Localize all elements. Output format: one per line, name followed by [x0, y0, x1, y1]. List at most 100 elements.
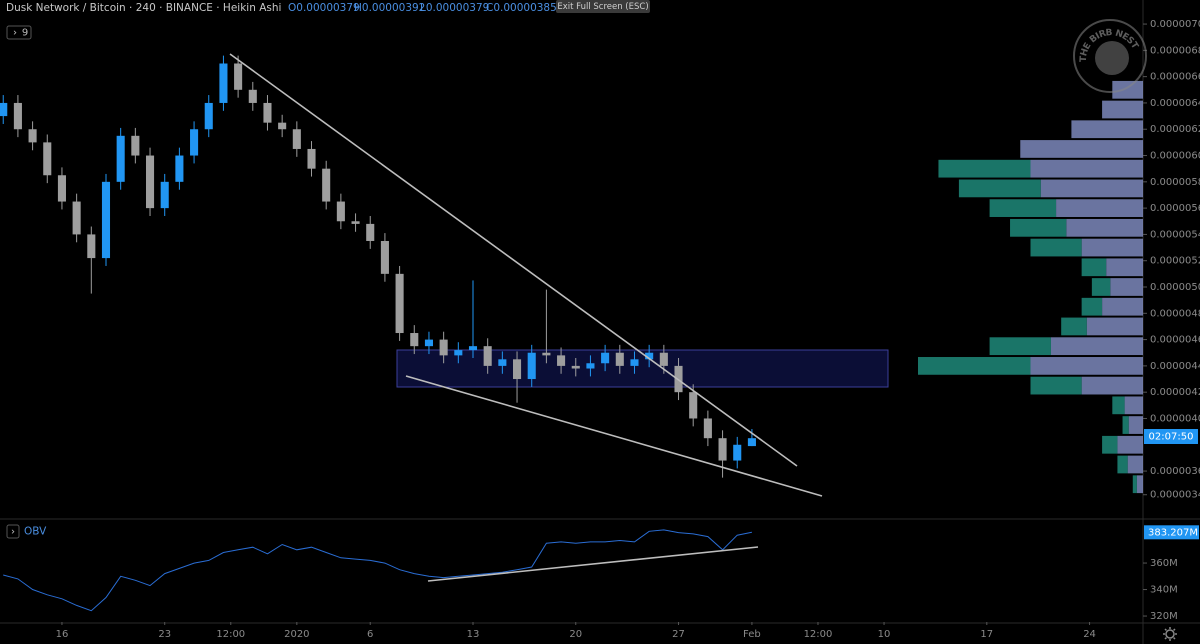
candle-body — [483, 346, 492, 366]
indicator-count[interactable]: 9 — [22, 28, 28, 39]
profile-up — [1102, 100, 1143, 119]
profile-down — [918, 357, 1031, 375]
axes: 0.00000700 0.00000680 0.00000660 0.00000640… — [56, 19, 1200, 640]
obv-toggle[interactable] — [6, 524, 20, 539]
y-tick-label: 0.00000560 — [1150, 203, 1200, 214]
candle-body — [28, 129, 37, 143]
y-tick-label: 0.00000420 — [1150, 387, 1200, 398]
profile-up — [1136, 475, 1143, 494]
candle-body — [248, 89, 257, 103]
x-tick-label: 24 — [1083, 629, 1096, 640]
candle-body — [351, 221, 360, 224]
y-tick-label: 0.00000580 — [1150, 177, 1200, 188]
profile-up — [1112, 80, 1143, 99]
ohlc-close: C0.00000385 — [486, 2, 557, 14]
profile-down — [1102, 435, 1118, 454]
y-tick-label: 0.00000440 — [1150, 361, 1200, 372]
x-tick-label: 17 — [980, 629, 993, 640]
x-tick-label: 12:00 — [216, 629, 245, 640]
profile-up — [1110, 278, 1143, 296]
y-tick-label: 0.00000480 — [1150, 308, 1200, 319]
candle-body — [87, 234, 96, 259]
profile-up — [1081, 376, 1143, 395]
candle-body — [57, 175, 66, 202]
ohlc-low: L0.00000379 — [420, 2, 489, 14]
obv-trend-line — [427, 546, 759, 582]
profile-up — [1030, 159, 1143, 178]
x-tick-label: 16 — [56, 629, 69, 640]
candle-body — [219, 63, 228, 103]
x-tick-label: 10 — [878, 629, 891, 640]
value-tag — [1144, 525, 1199, 540]
candle-body — [175, 155, 184, 182]
y-tick-label: 0.00000620 — [1150, 124, 1200, 135]
profile-up — [1056, 199, 1143, 217]
candle-body — [630, 359, 639, 366]
candle-body — [116, 135, 125, 182]
profile-down — [1132, 475, 1137, 494]
candle-body — [454, 350, 463, 356]
candle-body — [410, 333, 419, 347]
y-tick-label: 0.00000360 — [1150, 466, 1200, 477]
profile-down — [1030, 238, 1082, 257]
profile-down — [938, 159, 1031, 178]
profile-up — [1102, 297, 1143, 316]
y-tick-label: 0.00000680 — [1150, 45, 1200, 56]
candle-body — [659, 352, 668, 366]
profile-down — [1030, 376, 1082, 395]
x-tick-label: Feb — [743, 629, 761, 640]
profile-down — [958, 179, 1041, 198]
candle-body — [336, 201, 345, 222]
candle-body — [263, 102, 272, 123]
candle-body — [747, 438, 756, 447]
y-tick-label: 0.00000342 — [1150, 490, 1200, 501]
ohlc-open: O0.00000379 — [288, 2, 360, 14]
profile-up — [1086, 317, 1143, 336]
y-tick-label: 340M — [1150, 585, 1178, 596]
candle-body — [43, 142, 52, 176]
candle-body — [13, 102, 22, 130]
profile-up — [1066, 218, 1143, 237]
y-tick-label: 0.00000540 — [1150, 229, 1200, 240]
profile-down — [1091, 278, 1111, 296]
candle-body — [733, 444, 742, 461]
profile-up — [1127, 455, 1143, 474]
y-tick-label: 0.00000660 — [1150, 72, 1200, 83]
toggle-arrow[interactable]: › — [11, 527, 15, 538]
candle-body — [527, 352, 536, 380]
profile-up — [1050, 337, 1143, 356]
countdown: 02:07:50 — [1149, 432, 1194, 443]
candle-body — [190, 129, 199, 156]
indicator-toggle[interactable] — [6, 25, 32, 40]
profile-up — [1030, 357, 1143, 375]
candle-body — [145, 155, 155, 209]
ohlc-high: H0.00000392 — [354, 2, 425, 14]
x-tick-label: 12:00 — [804, 629, 833, 640]
candle-body — [586, 363, 595, 369]
trend-line — [229, 53, 798, 467]
profile-up — [1124, 396, 1143, 415]
candle-body — [395, 273, 404, 334]
y-tick-label: 0.00000700 — [1150, 19, 1200, 30]
toggle-arrow[interactable]: › — [13, 28, 17, 39]
settings-icon[interactable] — [1163, 627, 1177, 641]
profile-up — [1040, 179, 1143, 198]
profile-up — [1020, 140, 1143, 158]
candle-body — [0, 102, 8, 117]
zone-box — [396, 349, 889, 388]
candle-body — [131, 135, 140, 156]
profile-down — [989, 199, 1057, 217]
candle-body — [292, 129, 301, 149]
y-tick-label: 0.00000520 — [1150, 256, 1200, 267]
candle-body — [380, 240, 389, 274]
exit-label[interactable]: Exit Full Screen (ESC) — [557, 2, 648, 12]
x-tick-label: 6 — [367, 629, 373, 640]
profile-up — [1106, 258, 1143, 277]
exit-button[interactable] — [556, 0, 650, 13]
value-label: 383.207M — [1148, 527, 1198, 538]
profile-down — [1122, 416, 1129, 434]
symbol: Dusk Network / Bitcoin · 240 · BINANCE ·… — [6, 2, 281, 14]
profile-down — [1112, 396, 1125, 415]
candle-body — [703, 418, 712, 439]
